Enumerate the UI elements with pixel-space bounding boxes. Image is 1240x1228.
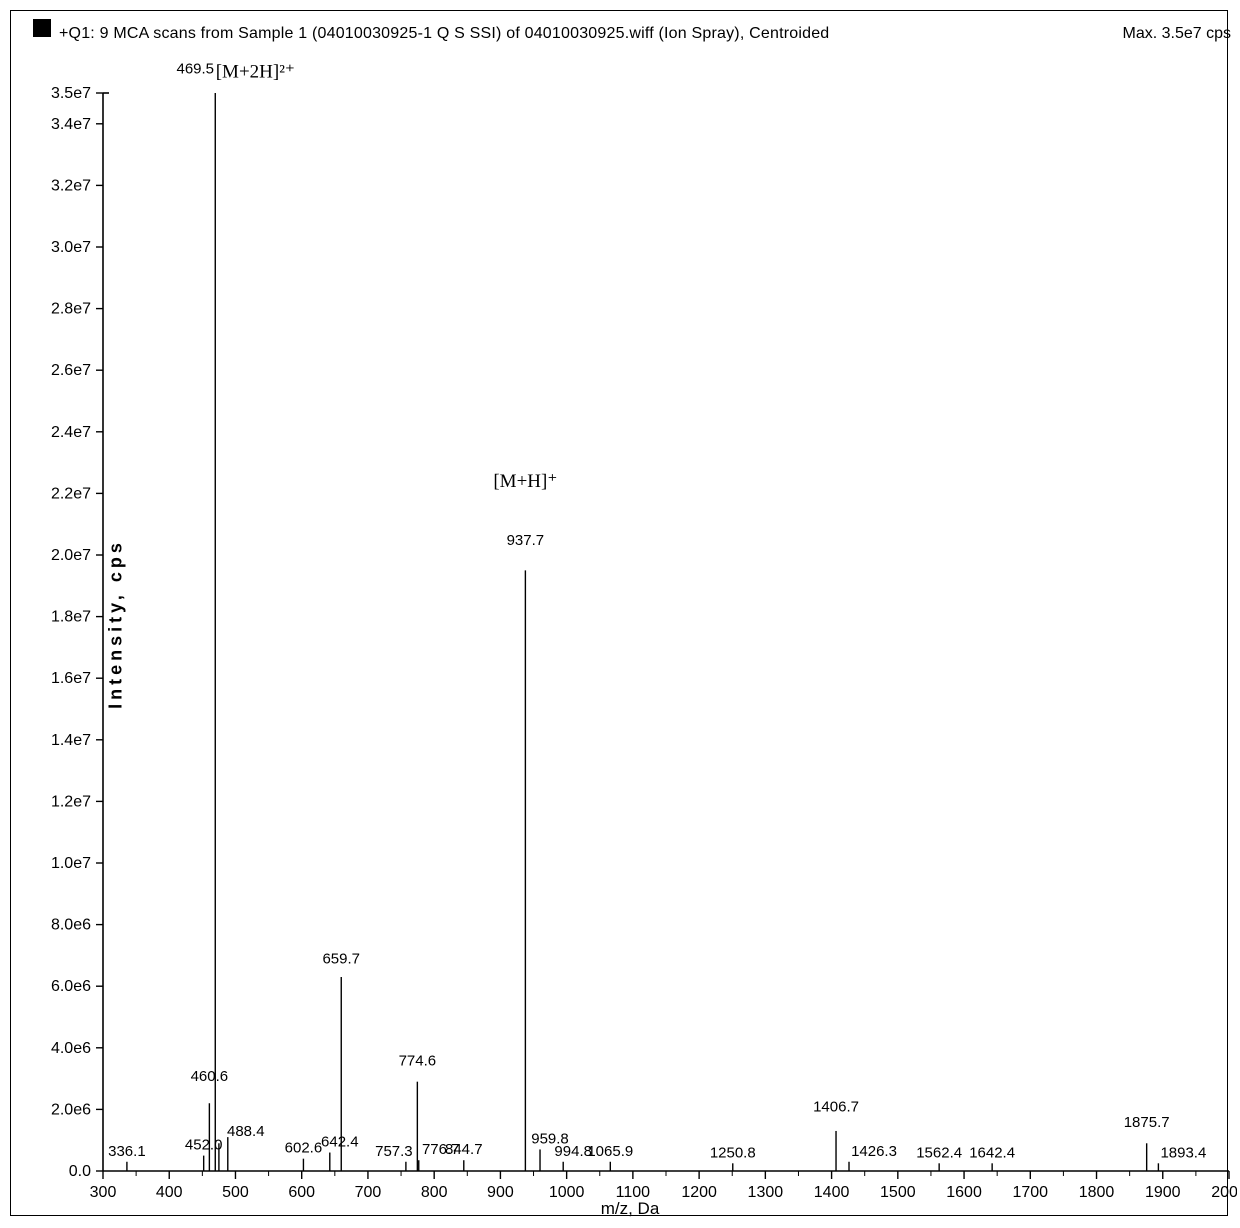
svg-text:994.8: 994.8 — [554, 1143, 592, 1160]
svg-text:1642.4: 1642.4 — [969, 1144, 1015, 1161]
svg-text:400: 400 — [156, 1184, 183, 1201]
svg-text:1200: 1200 — [681, 1184, 717, 1201]
svg-text:602.6: 602.6 — [285, 1140, 323, 1157]
svg-text:1875.7: 1875.7 — [1124, 1114, 1170, 1131]
svg-text:659.7: 659.7 — [322, 951, 360, 968]
svg-text:1.4e7: 1.4e7 — [51, 732, 91, 749]
svg-text:900: 900 — [487, 1184, 514, 1201]
svg-text:4.0e6: 4.0e6 — [51, 1040, 91, 1057]
svg-text:0.0: 0.0 — [69, 1163, 91, 1180]
svg-text:844.7: 844.7 — [445, 1141, 483, 1158]
svg-text:1600: 1600 — [946, 1184, 982, 1201]
svg-text:1065.9: 1065.9 — [587, 1143, 633, 1160]
svg-text:488.4: 488.4 — [227, 1123, 265, 1140]
svg-text:1.2e7: 1.2e7 — [51, 793, 91, 810]
y-axis-label: Intensity, cps — [105, 539, 126, 709]
svg-text:8.0e6: 8.0e6 — [51, 917, 91, 934]
svg-text:1700: 1700 — [1012, 1184, 1048, 1201]
svg-text:1406.7: 1406.7 — [813, 1099, 859, 1116]
x-axis-label: m/z, Da — [601, 1199, 660, 1219]
svg-text:500: 500 — [222, 1184, 249, 1201]
svg-text:[M+2H]²⁺: [M+2H]²⁺ — [216, 62, 295, 83]
svg-text:1.6e7: 1.6e7 — [51, 670, 91, 687]
svg-text:1.0e7: 1.0e7 — [51, 855, 91, 872]
svg-text:2.2e7: 2.2e7 — [51, 485, 91, 502]
svg-text:757.3: 757.3 — [375, 1143, 413, 1160]
svg-text:452.0: 452.0 — [185, 1137, 223, 1154]
svg-text:1400: 1400 — [814, 1184, 850, 1201]
svg-text:2.0e7: 2.0e7 — [51, 547, 91, 564]
svg-text:469.5: 469.5 — [176, 61, 214, 78]
svg-text:6.0e6: 6.0e6 — [51, 978, 91, 995]
svg-text:1.8e7: 1.8e7 — [51, 609, 91, 626]
svg-text:2000: 2000 — [1211, 1184, 1237, 1201]
svg-text:1426.3: 1426.3 — [851, 1143, 897, 1160]
svg-text:800: 800 — [421, 1184, 448, 1201]
svg-text:2.6e7: 2.6e7 — [51, 362, 91, 379]
svg-text:700: 700 — [355, 1184, 382, 1201]
svg-text:460.6: 460.6 — [191, 1068, 229, 1085]
svg-text:3.4e7: 3.4e7 — [51, 116, 91, 133]
svg-text:1300: 1300 — [748, 1184, 784, 1201]
svg-text:3.0e7: 3.0e7 — [51, 239, 91, 256]
svg-text:642.4: 642.4 — [321, 1134, 359, 1151]
svg-text:1500: 1500 — [880, 1184, 916, 1201]
svg-text:937.7: 937.7 — [507, 532, 545, 549]
svg-text:1900: 1900 — [1145, 1184, 1181, 1201]
mass-spectrum-chart: 3004005006007008009001000110012001300140… — [23, 23, 1237, 1225]
svg-text:1562.4: 1562.4 — [916, 1144, 962, 1161]
plot-container: 3004005006007008009001000110012001300140… — [23, 23, 1237, 1225]
svg-text:1000: 1000 — [549, 1184, 585, 1201]
svg-text:3.2e7: 3.2e7 — [51, 177, 91, 194]
svg-text:1800: 1800 — [1079, 1184, 1115, 1201]
svg-text:774.6: 774.6 — [399, 1052, 437, 1069]
chart-frame: +Q1: 9 MCA scans from Sample 1 (04010030… — [10, 10, 1228, 1216]
svg-text:2.8e7: 2.8e7 — [51, 301, 91, 318]
svg-text:1250.8: 1250.8 — [710, 1144, 756, 1161]
svg-text:300: 300 — [90, 1184, 117, 1201]
svg-text:2.0e6: 2.0e6 — [51, 1101, 91, 1118]
svg-text:600: 600 — [288, 1184, 315, 1201]
svg-text:1893.4: 1893.4 — [1160, 1144, 1206, 1161]
svg-text:2.4e7: 2.4e7 — [51, 424, 91, 441]
svg-text:3.5e7: 3.5e7 — [51, 85, 91, 102]
svg-text:336.1: 336.1 — [108, 1143, 146, 1160]
svg-text:[M+H]⁺: [M+H]⁺ — [493, 471, 557, 492]
